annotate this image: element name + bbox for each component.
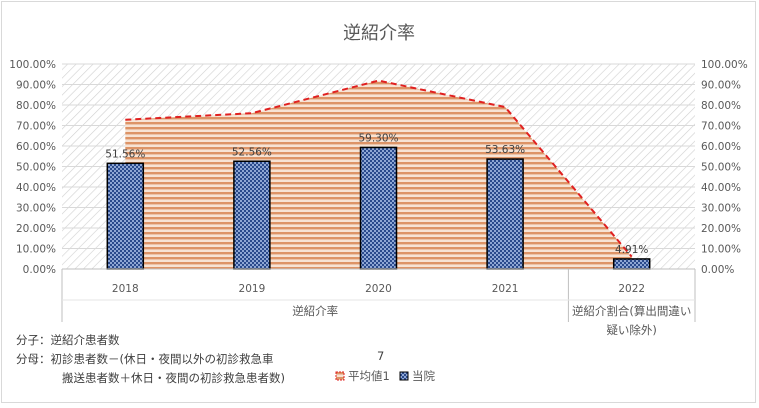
legend-swatch-hospital [399, 371, 409, 381]
data-label-2022: 4.91% [615, 244, 648, 256]
left-y-axis: 0.00% 10.00% 20.00% 30.00% 40.00% 50.00% 60.00… [9, 59, 56, 276]
chart-title: 逆紹介率 [343, 23, 415, 44]
area-series-outline [125, 79, 633, 258]
category-group-label-line: 逆紹介割合(算出間違い [572, 304, 692, 318]
right-y-tick-label: 40.00% [701, 182, 741, 194]
right-y-tick-label: 90.00% [701, 80, 741, 92]
legend-swatch-average [335, 371, 345, 381]
category-group-label-line: 疑い除外) [606, 323, 657, 337]
left-y-tick-label: 0.00% [23, 264, 56, 276]
left-y-tick-label: 20.00% [16, 223, 56, 235]
left-y-tick-label: 90.00% [16, 80, 56, 92]
x-tick-label-2020: 2020 [365, 283, 392, 295]
x-tick-label-2021: 2021 [492, 283, 519, 295]
data-labels-layer: 51.56% 52.56% 59.30% 53.63% 4.91% [105, 132, 648, 255]
right-y-tick-label: 50.00% [701, 162, 741, 174]
x-tick-label-2022: 2022 [618, 283, 645, 295]
right-y-axis: 0.00% 10.00% 20.00% 30.00% 40.00% 50.00% 60.00… [701, 59, 748, 276]
bar-2021 [486, 158, 524, 270]
legend-label-average: 平均値1 [348, 369, 390, 383]
data-label-2020: 59.30% [358, 132, 398, 144]
left-y-tick-label: 50.00% [16, 162, 56, 174]
data-label-2021: 53.63% [485, 144, 525, 156]
denominator-note-line1: 分母：初診患者数－(休日・夜間以外の初診救急車 [16, 352, 273, 366]
left-y-tick-label: 60.00% [16, 141, 56, 153]
x-tick-label-2019: 2019 [239, 283, 266, 295]
legend: 平均値1 当院 [335, 369, 435, 383]
left-y-tick-label: 70.00% [16, 121, 56, 133]
left-y-tick-label: 30.00% [16, 203, 56, 215]
left-y-tick-label: 80.00% [16, 100, 56, 112]
data-label-2018: 51.56% [105, 148, 145, 160]
right-y-tick-label: 0.00% [701, 264, 734, 276]
left-y-tick-label: 10.00% [16, 244, 56, 256]
bar-2018 [106, 162, 145, 270]
right-y-tick-label: 30.00% [701, 203, 741, 215]
x-tick-label-2018: 2018 [112, 283, 139, 295]
bar-2020 [359, 146, 398, 270]
right-y-tick-label: 60.00% [701, 141, 741, 153]
bar-series-layer [106, 146, 651, 270]
right-y-tick-label: 100.00% [701, 59, 748, 71]
left-y-tick-label: 100.00% [9, 59, 56, 71]
left-y-tick-label: 40.00% [16, 182, 56, 194]
right-y-tick-label: 10.00% [701, 244, 741, 256]
legend-label-hospital: 当院 [412, 369, 435, 383]
category-group-label: 逆紹介率 [292, 304, 338, 318]
denominator-note-line2: 搬送患者数＋休日・夜間の初診救急患者数) [62, 371, 285, 385]
numerator-note: 分子：逆紹介患者数 [16, 333, 120, 347]
right-y-tick-label: 70.00% [701, 121, 741, 133]
data-label-2019: 52.56% [232, 146, 272, 158]
bar-2019 [233, 160, 271, 270]
right-y-tick-label: 80.00% [701, 100, 741, 112]
bar-2022 [612, 258, 651, 270]
right-y-tick-label: 20.00% [701, 223, 741, 235]
stray-value: 7 [377, 349, 384, 363]
